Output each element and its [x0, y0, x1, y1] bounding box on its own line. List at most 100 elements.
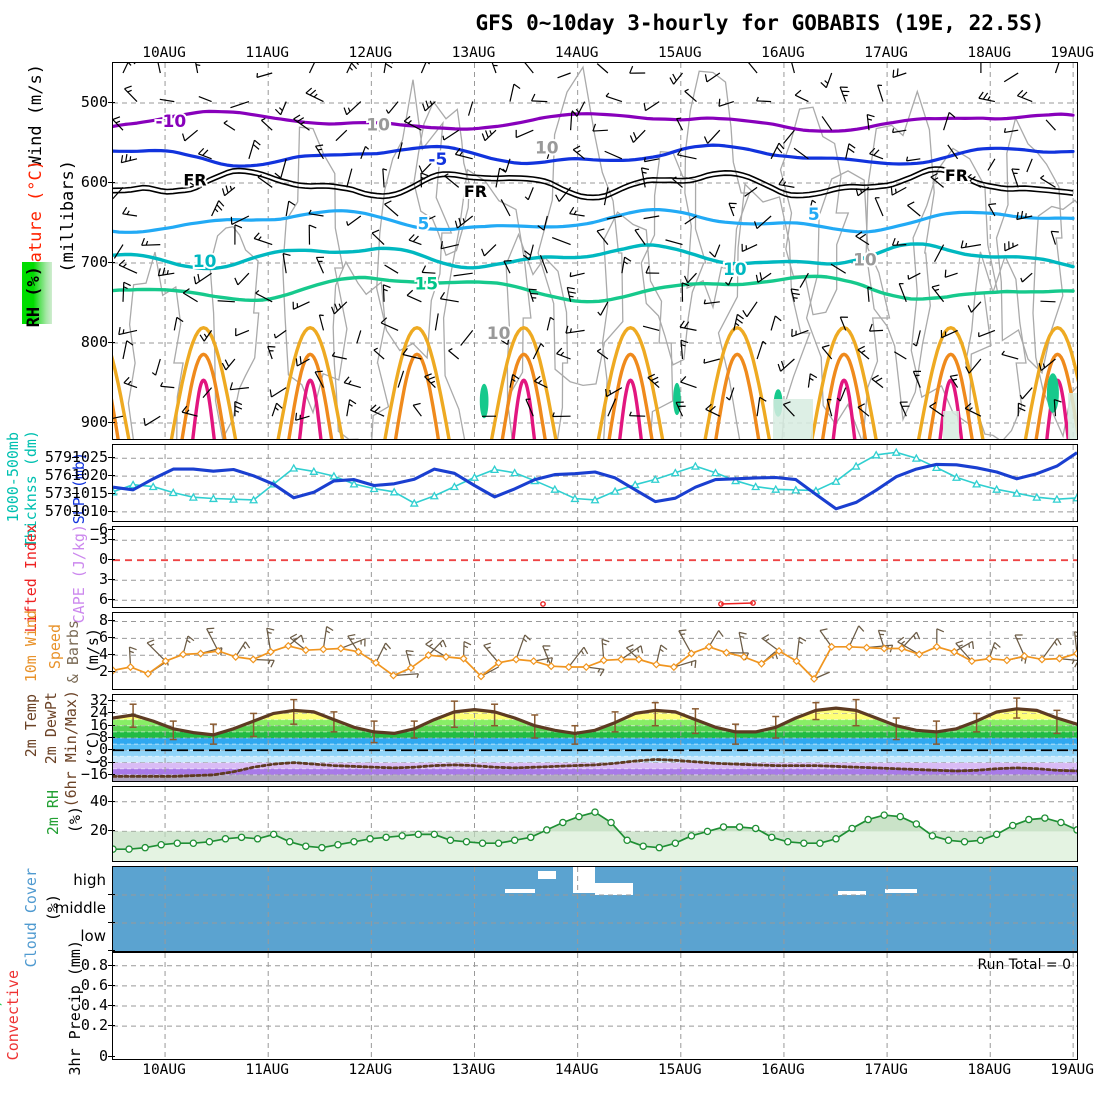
y-axis-tickmark [108, 637, 115, 639]
y-axis-tick: 500 [80, 93, 108, 111]
y-axis-tick: 8 [98, 611, 108, 630]
y-axis-tickmark [108, 457, 115, 459]
y-axis-tickmark [108, 749, 115, 751]
y-axis-tickmark [108, 620, 115, 622]
time-label-bottom-11aug: 11AUG [245, 1062, 290, 1078]
y-axis-tick: 1025 [71, 448, 108, 467]
time-label-top-10aug: 10AUG [142, 45, 186, 61]
contour-label: 15 [414, 275, 438, 295]
lifted-index-cape-panel [112, 526, 1078, 608]
rh2m-panel [112, 786, 1078, 862]
y-axis-tickmark [108, 422, 115, 423]
rh-legend-swatch [22, 262, 52, 324]
y-axis-tickmark [72, 475, 79, 477]
time-label-bottom-13aug: 13AUG [451, 1062, 496, 1078]
cloud-level-tickmark [108, 922, 115, 923]
contour-label: FR [183, 171, 206, 190]
y-axis-tick: 0 [98, 740, 108, 759]
time-label-top-17aug: 17AUG [864, 45, 908, 61]
y-axis-tickmark [72, 457, 79, 459]
y-axis-tick: 2 [98, 662, 108, 681]
y-axis-tickmark [108, 475, 115, 477]
y-axis-tickmark [108, 773, 115, 775]
contour-label: 10 [723, 260, 747, 280]
time-label-top-16aug: 16AUG [761, 45, 805, 61]
time-label-top-14aug: 14AUG [554, 45, 599, 61]
temp2m-label: 2m Temp [22, 694, 40, 758]
y-axis-tick: 700 [80, 253, 108, 271]
contour-label: 10 [535, 139, 559, 159]
contour-label: 5 [417, 215, 429, 235]
y-axis-tick: 8 [98, 728, 108, 746]
cloud-level-label-low: low [80, 927, 106, 945]
y-axis-tickmark [108, 599, 115, 601]
y-axis-tick: −3 [89, 530, 108, 549]
contour-label: 15 [414, 275, 438, 295]
cloud-level-tickmark [108, 894, 115, 895]
time-label-bottom-17aug: 17AUG [864, 1062, 908, 1078]
time-label-bottom-12aug: 12AUG [348, 1062, 393, 1078]
dewpt2m-label: 2m DewPt [42, 692, 60, 765]
y-axis-tickmark [108, 539, 115, 541]
y-axis-tickmark [108, 737, 115, 738]
wind-speed-label: Speed [46, 624, 64, 670]
y-axis-tickmark [108, 342, 115, 343]
contour-label: 10 [366, 115, 390, 135]
contour-label: 5 [417, 215, 429, 235]
time-label-top-18aug: 18AUG [967, 45, 1012, 61]
y-axis-tickmark [108, 510, 115, 512]
y-axis-tickmark [108, 700, 115, 702]
y-axis-tickmark [108, 1056, 115, 1058]
y-axis-tick: 6 [98, 628, 108, 647]
contour-label: FR [464, 182, 487, 201]
time-label-top-13aug: 13AUG [451, 45, 496, 61]
y-axis-tick: 1010 [71, 501, 108, 520]
y-axis-tickmark [108, 493, 115, 495]
y-axis-tickmark [108, 984, 115, 986]
time-label-bottom-16aug: 16AUG [761, 1062, 805, 1078]
cloud-level-label-middle: middle [54, 899, 106, 917]
contour-label: 10 [366, 115, 390, 135]
y-axis-tickmark [108, 182, 115, 183]
time-label-top-15aug: 15AUG [657, 45, 702, 61]
y-axis-tick: 576 [44, 466, 72, 485]
contour-label: -10 [155, 112, 186, 132]
y-axis-tick: −6 [89, 520, 108, 539]
time-label-bottom-14aug: 14AUG [554, 1062, 599, 1078]
wind-barbs-label: & Barbs [64, 620, 82, 684]
y-axis-tick: 579 [44, 448, 72, 467]
y-axis-tickmark [72, 493, 79, 495]
minmax-label: (6hr Min/Max) [62, 690, 80, 808]
y-axis-tick: 6 [98, 590, 108, 609]
thickness-label-1: 1000-500mb [4, 432, 22, 523]
precip-panel: Run Total = 0 [112, 952, 1078, 1060]
contour-label: 10 [535, 139, 559, 159]
contour-label: 10 [487, 324, 511, 344]
time-label-top-12aug: 12AUG [348, 45, 393, 61]
y-axis-tickmark [108, 262, 115, 263]
slp-thickness-panel [112, 444, 1078, 522]
time-label-bottom-18aug: 18AUG [967, 1062, 1012, 1078]
y-axis-tick: 0.6 [80, 975, 108, 994]
y-axis-tick: 0 [98, 1047, 108, 1066]
y-axis-tickmark [108, 830, 115, 832]
contour-label: -10 [155, 112, 186, 132]
y-axis-tick: 573 [44, 484, 72, 503]
y-axis-tick: 570 [44, 501, 72, 520]
y-axis-tick: 0 [98, 550, 108, 569]
run-total-label: Run Total = 0 [977, 957, 1071, 973]
y-axis-tick: 1015 [71, 484, 108, 503]
contour-label: 5 [808, 205, 820, 225]
y-axis-tick: 900 [80, 413, 108, 431]
y-axis-tickmark [108, 800, 115, 802]
contour-label: 10 [853, 251, 877, 271]
y-axis-tickmark [108, 712, 115, 714]
y-axis-tick: 800 [80, 333, 108, 351]
page-title: GFS 0~10day 3-hourly for GOBABIS (19E, 2… [475, 11, 1045, 35]
y-axis-tick: 4 [98, 645, 108, 664]
top-time-axis: 10AUG 11AUG 12AUG 13AUG 14AUG 15AUG 16AUG 17AUG… [112, 45, 1094, 65]
contour-label: 10 [853, 251, 877, 271]
y-axis-tick: 20 [89, 821, 108, 840]
y-axis-tickmark [108, 724, 115, 726]
